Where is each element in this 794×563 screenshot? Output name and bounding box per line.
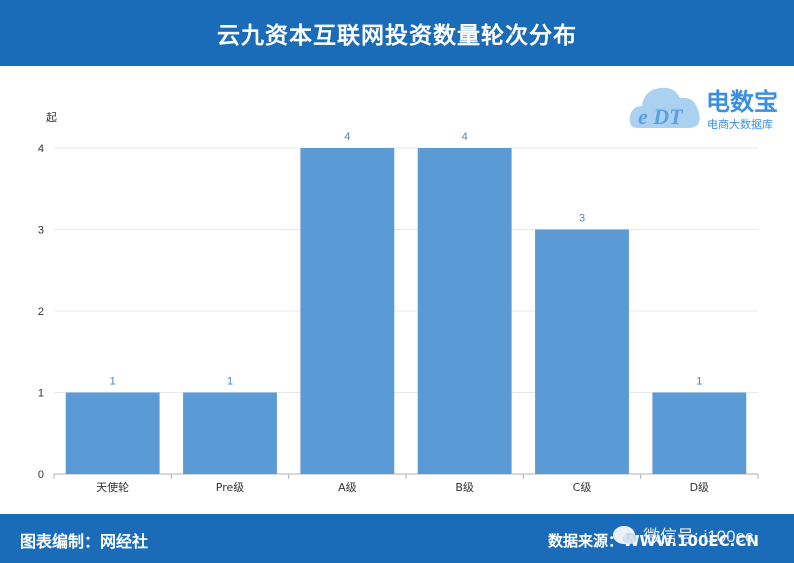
bar-chart: 0 1 2 3 4 1 天使轮 1 Pre级 4 A级 4 B级 3 C级 1 D级 <box>38 131 759 494</box>
wechat-watermark: 微信号: i100ec <box>613 522 754 547</box>
x-tick-label: C级 <box>573 481 592 494</box>
logo-mark: e DT <box>638 104 684 129</box>
y-tick-label: 0 <box>38 469 44 481</box>
bar <box>417 148 512 474</box>
bar-value-label: 1 <box>696 376 702 388</box>
title-banner: 云九资本互联网投资数量轮次分布 <box>0 0 794 66</box>
chart-compiler-credit: 图表编制：网经社 <box>20 532 149 551</box>
bar-value-label: 1 <box>110 376 116 388</box>
y-tick-label: 1 <box>38 388 44 400</box>
cloud-logo-icon: e DT <box>629 87 700 129</box>
x-tick-label: Pre级 <box>216 481 245 494</box>
y-axis-unit-label: 起 <box>46 111 57 124</box>
bar <box>652 392 747 474</box>
wechat-id: 微信号: i100ec <box>643 527 754 546</box>
footer-banner: 图表编制：网经社 数据来源：WWW.100EC.CN 微信号: i100ec <box>0 514 794 563</box>
x-tick-label: 天使轮 <box>96 480 129 494</box>
logo-tagline: 电商大数据库 <box>707 118 773 131</box>
x-tick-label: A级 <box>338 481 357 494</box>
bar <box>183 392 277 474</box>
logo-name: 电数宝 <box>706 88 778 116</box>
chart-title: 云九资本互联网投资数量轮次分布 <box>217 23 577 49</box>
bar <box>65 392 160 474</box>
x-tick-label: B级 <box>455 481 474 494</box>
bar <box>300 148 395 474</box>
x-tick-label: D级 <box>690 481 709 494</box>
y-tick-label: 3 <box>38 225 44 237</box>
bar-value-label: 3 <box>579 213 585 225</box>
bar-value-label: 1 <box>227 376 233 388</box>
bar-value-label: 4 <box>462 131 468 143</box>
y-tick-label: 4 <box>38 143 44 155</box>
bar <box>535 229 629 474</box>
wechat-icon <box>613 525 637 544</box>
edt-logo: e DT 电数宝 电商大数据库 <box>628 76 788 136</box>
data-source-credit: 数据来源：WWW.100EC.CN <box>548 532 759 550</box>
bar-value-label: 4 <box>344 131 350 143</box>
y-tick-label: 2 <box>38 306 44 318</box>
